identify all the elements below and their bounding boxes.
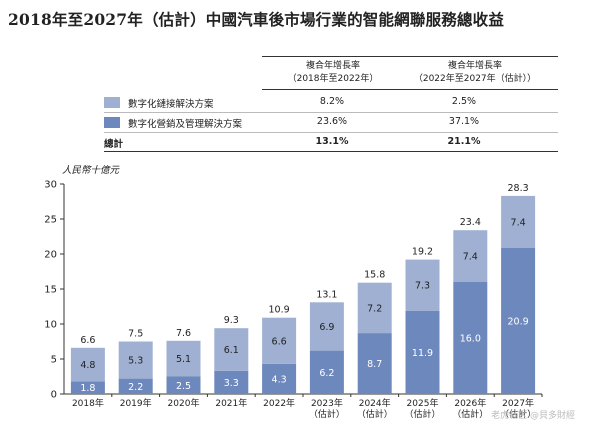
- data-label: 8.7: [367, 359, 382, 370]
- total-label: 23.4: [460, 217, 481, 228]
- bar-digital-marketing: [70, 381, 105, 394]
- bar-digital-link: [309, 302, 344, 351]
- data-label: 7.3: [415, 281, 430, 292]
- bar-digital-link: [453, 230, 488, 282]
- table-top-rule: [262, 56, 558, 57]
- y-tick-label: 15: [44, 285, 57, 296]
- bar-digital-marketing: [118, 378, 153, 394]
- data-label: 2.2: [128, 382, 143, 393]
- y-tick-label: 10: [44, 320, 57, 331]
- total-label: 19.2: [412, 247, 433, 258]
- x-tick-label: 2018年: [72, 397, 104, 409]
- bar-digital-link: [405, 259, 440, 311]
- data-label: 6.2: [319, 368, 334, 379]
- bar-digital-link: [262, 317, 297, 364]
- bar-digital-marketing: [214, 370, 249, 394]
- row-divider: [104, 112, 558, 113]
- bar-digital-link: [214, 328, 249, 371]
- x-tick-label: 2020年: [168, 397, 200, 409]
- cagr-header-2-line1: 複合年增長率: [447, 61, 502, 71]
- x-tick-label: （估計）: [452, 408, 488, 420]
- x-tick-label: （估計）: [309, 408, 345, 420]
- total-label: 28.3: [508, 183, 529, 194]
- cagr-header-1: 複合年增長率 （2018年至2022年）: [268, 60, 398, 86]
- cagr-header-1-line1: 複合年增長率: [305, 61, 360, 71]
- data-label: 1.8: [80, 383, 95, 394]
- cagr-header-2-line2: （2022年至2027年（估計））: [413, 74, 537, 84]
- data-label: 4.3: [272, 374, 287, 385]
- total-label: 13.1: [316, 289, 337, 300]
- cagr1-digital-link: 8.2%: [319, 96, 345, 107]
- data-label: 11.9: [412, 348, 433, 359]
- y-tick-label: 25: [44, 215, 57, 226]
- legend-swatch-digital-link: [104, 97, 120, 108]
- x-tick-label: 2022年: [263, 397, 295, 409]
- data-label: 6.6: [272, 336, 287, 347]
- x-tick-label: （估計）: [500, 408, 536, 420]
- watermark: 老虎社区 @貝多財經: [491, 411, 575, 421]
- bar-digital-link: [118, 341, 153, 379]
- bar-digital-marketing: [453, 282, 488, 394]
- bar-digital-marketing: [262, 363, 297, 394]
- x-tick-label: 2021年: [215, 397, 247, 409]
- data-label: 16.0: [460, 334, 481, 345]
- data-label: 7.2: [367, 303, 382, 314]
- row-divider: [104, 132, 558, 133]
- legend-label-total: 總計: [104, 139, 124, 150]
- y-tick-label: 20: [44, 250, 57, 261]
- bar-digital-link: [166, 340, 201, 377]
- cagr2-digital-marketing: 37.1%: [448, 116, 480, 127]
- chart-title: 2018年至2027年（估計）中國汽車後市場行業的智能網聯服務總收益: [8, 10, 505, 29]
- data-label: 7.4: [511, 217, 526, 228]
- bar-digital-marketing: [166, 376, 201, 394]
- total-label: 10.9: [269, 305, 290, 316]
- bar-digital-link: [501, 195, 536, 248]
- data-label: 20.9: [508, 316, 529, 327]
- x-tick-label: 2023年: [311, 397, 343, 409]
- data-label: 7.4: [463, 252, 478, 263]
- legend-label-digital-marketing: 數字化營銷及管理解決方案: [128, 119, 243, 130]
- total-label: 7.6: [176, 328, 191, 339]
- data-label: 3.3: [224, 378, 239, 389]
- cagr2-total: 21.1%: [447, 136, 481, 147]
- data-label: 5.1: [176, 354, 191, 365]
- y-tick-label: 30: [44, 180, 57, 191]
- bar-digital-marketing: [501, 247, 536, 394]
- bar-digital-marketing: [309, 350, 344, 394]
- cagr1-digital-marketing: 23.6%: [316, 116, 348, 127]
- cagr-header-2: 複合年增長率 （2022年至2027年（估計））: [400, 60, 550, 86]
- cagr2-digital-link: 2.5%: [451, 96, 477, 107]
- total-label: 15.8: [364, 270, 385, 281]
- x-tick-label: （估計）: [404, 408, 440, 420]
- y-tick-label: 5: [51, 355, 57, 366]
- bar-digital-marketing: [405, 310, 440, 394]
- data-label: 2.5: [176, 381, 191, 392]
- data-label: 4.8: [80, 360, 95, 371]
- total-label: 9.3: [224, 315, 239, 326]
- bar-digital-link: [70, 347, 105, 382]
- data-label: 6.1: [224, 345, 239, 356]
- x-tick-label: 2027年: [502, 397, 534, 409]
- x-tick-label: 2025年: [407, 397, 439, 409]
- table-bottom-rule: [104, 151, 558, 152]
- x-tick-label: 2019年: [120, 397, 152, 409]
- x-tick-label: 2024年: [359, 397, 391, 409]
- y-tick-label: 0: [51, 390, 57, 401]
- legend-label-digital-link: 數字化鏈接解決方案: [128, 99, 214, 110]
- bar-digital-marketing: [357, 333, 392, 394]
- y-axis-label: 人民幣十億元: [62, 165, 120, 176]
- data-label: 5.3: [128, 356, 143, 367]
- data-label: 6.9: [319, 322, 334, 333]
- legend-swatch-digital-marketing: [104, 117, 120, 128]
- cagr-header-1-line2: （2018年至2022年）: [287, 74, 379, 84]
- x-tick-label: （估計）: [357, 408, 393, 420]
- cagr1-total: 13.1%: [315, 136, 349, 147]
- x-tick-label: 2026年: [454, 397, 486, 409]
- total-label: 6.6: [80, 335, 95, 346]
- bar-digital-link: [357, 282, 392, 334]
- total-label: 7.5: [128, 329, 143, 340]
- table-header-rule: [262, 89, 558, 90]
